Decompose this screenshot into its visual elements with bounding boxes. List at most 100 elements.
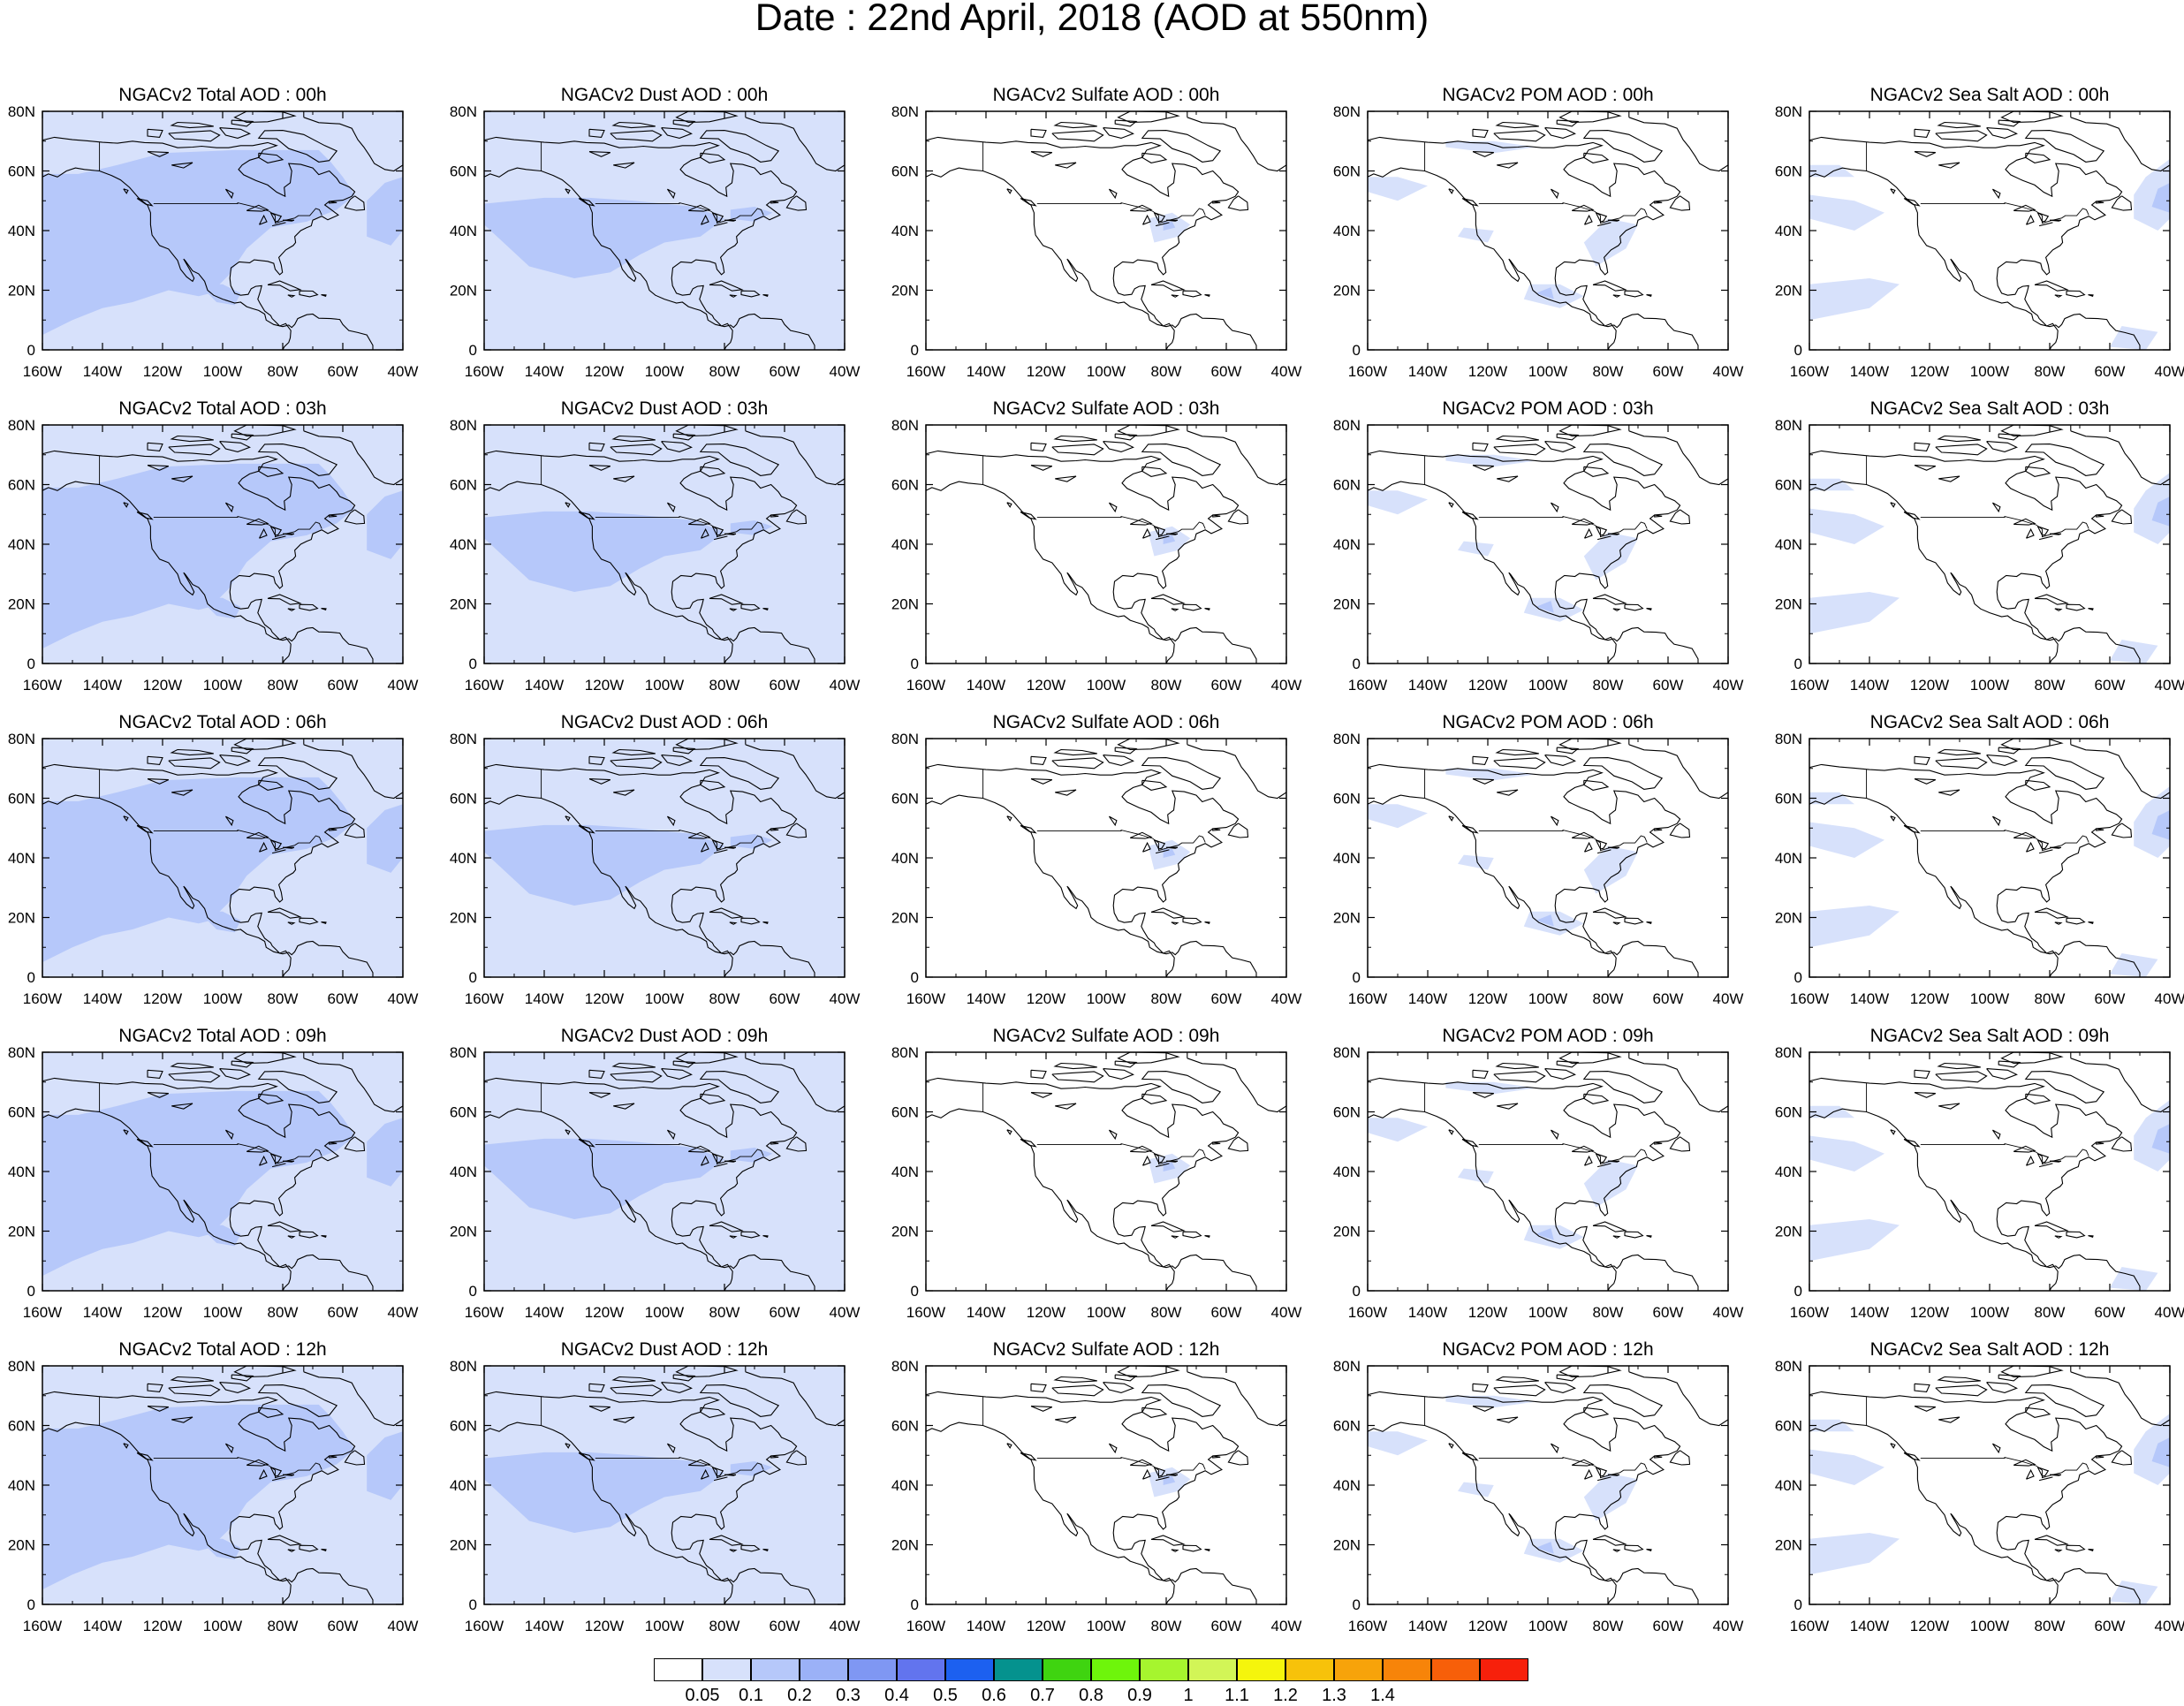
aod-field <box>1809 1052 2170 1291</box>
y-tick-label: 40N <box>1333 223 1361 239</box>
x-tick-label: 140W <box>967 677 1005 694</box>
aod-field <box>1809 111 2170 350</box>
coastline <box>1368 1366 1728 1604</box>
x-tick-label: 160W <box>23 1618 62 1634</box>
x-tick-label: 60W <box>1211 1304 1242 1321</box>
y-tick-label: 20N <box>1333 1537 1361 1554</box>
y-tick-label: 80N <box>8 103 35 120</box>
x-tick-label: 80W <box>709 990 740 1007</box>
x-tick-label: 40W <box>1271 677 1302 694</box>
aod-field <box>1368 425 1728 663</box>
coastline <box>484 425 845 663</box>
us-canada-border <box>595 1457 764 1479</box>
aod-field <box>42 1366 403 1604</box>
us-canada-border <box>595 516 764 538</box>
x-tick-label: 120W <box>143 1618 182 1634</box>
y-tick-label: 20N <box>1333 910 1361 927</box>
y-tick-label: 60N <box>891 791 919 808</box>
map-panel: 160W 140W 120W 100W 80W 60W 40W 80N 60N 40N 20N 0 NG… <box>891 712 1302 1007</box>
x-tick-label: 100W <box>203 1618 242 1634</box>
x-tick-label: 160W <box>465 1304 504 1321</box>
x-tick-label: 160W <box>1790 1618 1829 1634</box>
x-tick-label: 140W <box>83 363 122 380</box>
panel-title: NGACv2 Dust AOD : 00h <box>561 85 769 105</box>
x-tick-label: 60W <box>1653 363 1684 380</box>
x-tick-label: 80W <box>709 1618 740 1634</box>
y-tick-label: 60N <box>8 791 35 808</box>
x-tick-label: 140W <box>1408 363 1447 380</box>
panel-title: NGACv2 Sea Salt AOD : 09h <box>1870 1026 2110 1046</box>
y-tick-label: 0 <box>27 1596 35 1613</box>
y-tick-label: 60N <box>8 1104 35 1121</box>
panel-title: NGACv2 POM AOD : 00h <box>1442 85 1653 105</box>
y-tick-label: 20N <box>1333 596 1361 613</box>
panel-title: NGACv2 Sulfate AOD : 12h <box>993 1339 1220 1360</box>
y-tick-label: 20N <box>450 1224 477 1240</box>
x-tick-label: 120W <box>1910 1304 1949 1321</box>
panel-title: NGACv2 Dust AOD : 12h <box>561 1339 769 1360</box>
y-tick-label: 40N <box>1775 1477 1802 1494</box>
y-tick-label: 80N <box>1333 103 1361 120</box>
x-tick-label: 100W <box>645 677 684 694</box>
y-tick-label: 40N <box>8 223 35 239</box>
map-panel: 160W 140W 120W 100W 80W 60W 40W 80N 60N 40N 20N 0 NG… <box>450 398 861 694</box>
y-tick-label: 80N <box>8 1044 35 1061</box>
aod-field <box>484 111 845 350</box>
colorbar-swatch <box>1188 1658 1237 1681</box>
x-tick-label: 140W <box>525 363 564 380</box>
x-tick-label: 60W <box>1211 1618 1242 1634</box>
y-tick-label: 0 <box>1794 656 1802 672</box>
aod-field <box>484 1052 845 1291</box>
x-tick-label: 40W <box>830 363 861 380</box>
x-tick-label: 40W <box>2155 363 2184 380</box>
coastline <box>42 1052 403 1291</box>
us-canada-border <box>153 830 322 852</box>
x-tick-label: 60W <box>770 1618 800 1634</box>
x-tick-label: 100W <box>203 363 242 380</box>
y-tick-label: 60N <box>450 1418 477 1435</box>
x-tick-label: 140W <box>1850 363 1889 380</box>
us-canada-border <box>1920 202 2089 224</box>
map-panel: 160W 140W 120W 100W 80W 60W 40W 80N 60N 40N 20N 0 NG… <box>8 398 419 694</box>
panel-title: NGACv2 POM AOD : 03h <box>1442 398 1653 419</box>
x-tick-label: 60W <box>2095 990 2126 1007</box>
coastline <box>926 739 1286 977</box>
colorbar-swatch <box>945 1658 994 1681</box>
x-tick-label: 120W <box>143 1304 182 1321</box>
x-tick-label: 40W <box>1713 363 1744 380</box>
x-tick-label: 80W <box>1151 677 1182 694</box>
y-tick-label: 40N <box>1775 223 1802 239</box>
aod-field <box>1368 1366 1728 1604</box>
map-panel: 160W 140W 120W 100W 80W 60W 40W 80N 60N 40N 20N 0 NG… <box>891 85 1302 380</box>
x-tick-label: 160W <box>906 1618 945 1634</box>
panel-title: NGACv2 Total AOD : 03h <box>118 398 326 419</box>
us-canada-border <box>1920 830 2089 852</box>
y-tick-label: 40N <box>1333 536 1361 553</box>
x-tick-label: 80W <box>268 990 299 1007</box>
x-tick-label: 40W <box>1271 1618 1302 1634</box>
colorbar-swatch <box>897 1658 945 1681</box>
panel-title: NGACv2 POM AOD : 09h <box>1442 1026 1653 1046</box>
x-tick-label: 140W <box>967 1618 1005 1634</box>
y-tick-label: 40N <box>450 1164 477 1180</box>
map-panel: 160W 140W 120W 100W 80W 60W 40W 80N 60N 40N 20N 0 NG… <box>1775 1026 2184 1321</box>
x-tick-label: 100W <box>1528 677 1567 694</box>
x-tick-label: 120W <box>1027 677 1065 694</box>
x-tick-label: 160W <box>906 677 945 694</box>
coastline <box>926 111 1286 350</box>
x-tick-label: 60W <box>770 677 800 694</box>
x-tick-label: 140W <box>1408 677 1447 694</box>
x-tick-label: 40W <box>2155 1304 2184 1321</box>
x-tick-label: 120W <box>1027 990 1065 1007</box>
y-tick-label: 20N <box>450 1537 477 1554</box>
aod-field <box>484 739 845 977</box>
x-tick-label: 40W <box>2155 990 2184 1007</box>
x-tick-label: 160W <box>465 990 504 1007</box>
x-tick-label: 140W <box>525 990 564 1007</box>
y-tick-label: 0 <box>1794 342 1802 359</box>
y-tick-label: 0 <box>911 656 919 672</box>
y-tick-label: 80N <box>450 1358 477 1375</box>
y-tick-label: 80N <box>1333 731 1361 747</box>
x-tick-label: 100W <box>1087 1304 1126 1321</box>
colorbar-swatch <box>994 1658 1043 1681</box>
